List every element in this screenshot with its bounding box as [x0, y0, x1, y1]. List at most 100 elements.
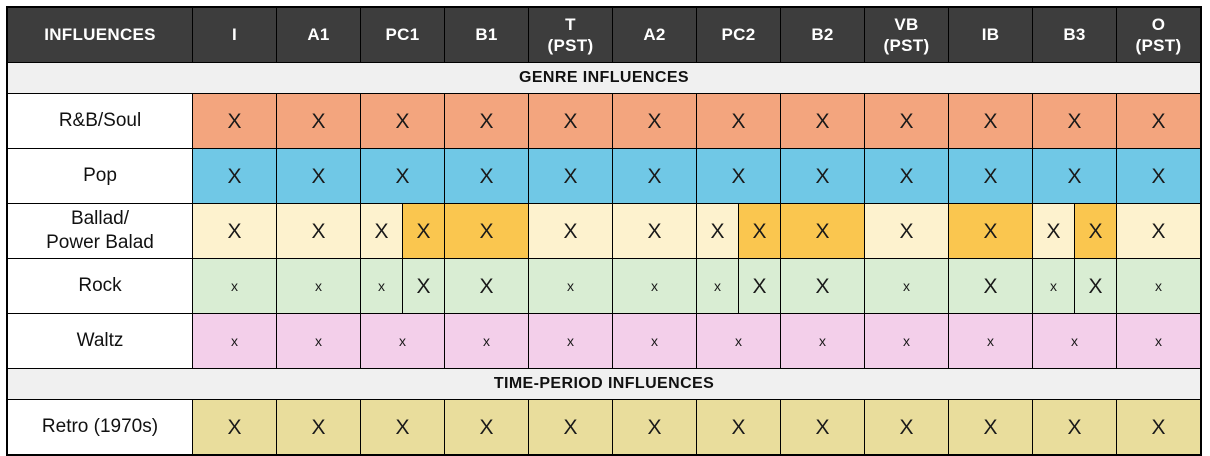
matrix-cell: x	[192, 314, 276, 368]
influence-mark: x	[903, 333, 910, 349]
matrix-cell: X	[780, 94, 864, 148]
matrix-subcell: X	[361, 204, 403, 258]
influence-mark: X	[983, 164, 998, 188]
matrix-cell: X	[612, 400, 696, 454]
influence-mark: X	[815, 415, 830, 439]
row-label: R&B/Soul	[8, 94, 192, 148]
matrix-subcell: X	[739, 204, 780, 258]
column-header-ib: IB	[948, 8, 1032, 62]
column-header-a2: A2	[612, 8, 696, 62]
influence-mark: x	[483, 333, 490, 349]
influence-mark: X	[311, 109, 326, 133]
influence-mark: X	[563, 415, 578, 439]
matrix-cell: X	[192, 149, 276, 203]
influence-mark: X	[227, 164, 242, 188]
matrix-cell: x	[360, 314, 444, 368]
matrix-cell: x	[276, 314, 360, 368]
influence-mark: X	[647, 109, 662, 133]
matrix-cell: X	[612, 94, 696, 148]
matrix-subcell: X	[1033, 204, 1075, 258]
influence-mark: X	[1151, 219, 1166, 243]
matrix-cell: x	[948, 314, 1032, 368]
matrix-cell: X	[360, 149, 444, 203]
row-label: Waltz	[8, 314, 192, 368]
matrix-cell: X	[948, 204, 1032, 258]
table-row: Waltz x x x x x x x x x x x x	[8, 313, 1200, 368]
influence-mark: X	[815, 274, 830, 298]
matrix-cell: X	[444, 204, 528, 258]
influence-mark: x	[651, 278, 658, 294]
influence-mark: X	[395, 164, 410, 188]
matrix-cell: X	[192, 400, 276, 454]
matrix-cell: X	[528, 149, 612, 203]
matrix-cell: x	[780, 314, 864, 368]
matrix-cell: x	[1032, 314, 1116, 368]
matrix-cell: x	[612, 314, 696, 368]
header-influences-label: INFLUENCES	[8, 8, 192, 62]
influences-table: INFLUENCES I A1 PC1 B1 T (PST) A2 PC2 B2 VB (PST…	[6, 6, 1202, 456]
influence-mark: X	[563, 219, 578, 243]
influence-mark: X	[983, 109, 998, 133]
influence-mark: X	[815, 164, 830, 188]
column-header-o: O (PST)	[1116, 8, 1200, 62]
influence-mark: x	[987, 333, 994, 349]
influence-mark: x	[399, 333, 406, 349]
influence-mark: X	[1151, 164, 1166, 188]
column-header-b2: B2	[780, 8, 864, 62]
influence-mark: X	[899, 219, 914, 243]
influence-mark: X	[479, 109, 494, 133]
influence-mark: X	[416, 274, 431, 298]
matrix-cell: X	[696, 400, 780, 454]
matrix-cell: x	[1116, 314, 1200, 368]
matrix-cell: x	[864, 314, 948, 368]
influence-mark: x	[714, 278, 721, 294]
influence-mark: x	[1155, 333, 1162, 349]
influence-mark: X	[1067, 109, 1082, 133]
column-header-pc2: PC2	[696, 8, 780, 62]
table-body: GENRE INFLUENCES R&B/Soul X X X X X X X X X X X X Pop X…	[8, 62, 1200, 454]
influence-mark: X	[1088, 274, 1103, 298]
table-row: Retro (1970s) X X X X X X X X X X X X	[8, 399, 1200, 454]
influence-mark: X	[479, 415, 494, 439]
influence-mark: X	[311, 415, 326, 439]
matrix-cell: X	[528, 400, 612, 454]
influence-mark: X	[311, 164, 326, 188]
column-header-i: I	[192, 8, 276, 62]
matrix-cell: X	[864, 94, 948, 148]
matrix-cell: X	[1116, 94, 1200, 148]
matrix-cell: X	[864, 149, 948, 203]
matrix-cell: X	[1116, 149, 1200, 203]
matrix-cell: X	[780, 149, 864, 203]
matrix-subcell: X	[1075, 259, 1116, 313]
section-title: TIME-PERIOD INFLUENCES	[8, 368, 1200, 399]
influence-mark: X	[227, 415, 242, 439]
influence-mark: X	[479, 219, 494, 243]
matrix-cell: X	[1116, 400, 1200, 454]
matrix-cell: X	[192, 204, 276, 258]
matrix-cell: X	[276, 204, 360, 258]
matrix-cell: X	[444, 400, 528, 454]
table-row: Ballad/ Power Balad X X X X X X X X X X X X X X X	[8, 203, 1200, 258]
influence-mark: X	[647, 219, 662, 243]
column-header-t: T (PST)	[528, 8, 612, 62]
influence-mark: X	[983, 219, 998, 243]
matrix-cell: X	[444, 149, 528, 203]
influence-mark: X	[227, 109, 242, 133]
matrix-cell: X	[192, 94, 276, 148]
influence-mark: X	[647, 164, 662, 188]
matrix-subcell: X	[739, 259, 780, 313]
influence-mark: x	[1155, 278, 1162, 294]
matrix-cell: X	[948, 400, 1032, 454]
table-row: Pop X X X X X X X X X X X X	[8, 148, 1200, 203]
influence-mark: x	[735, 333, 742, 349]
influence-mark: X	[1067, 164, 1082, 188]
influence-mark: X	[815, 219, 830, 243]
matrix-subcell: X	[697, 204, 739, 258]
influence-mark: x	[378, 278, 385, 294]
matrix-cell: x	[528, 259, 612, 313]
